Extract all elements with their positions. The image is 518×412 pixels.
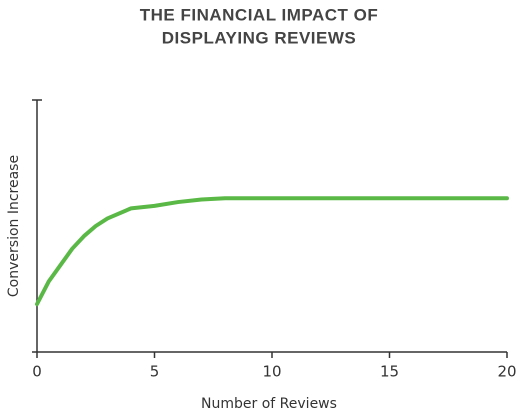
x-tick-label: 0 bbox=[32, 363, 42, 381]
x-tick-label: 5 bbox=[150, 363, 160, 381]
chart-title: THE FINANCIAL IMPACT OF bbox=[140, 5, 378, 24]
x-axis-label: Number of Reviews bbox=[201, 396, 337, 412]
y-axis-label: Conversion Increase bbox=[6, 155, 22, 297]
chart-title: DISPLAYING REVIEWS bbox=[162, 28, 356, 47]
x-tick-label: 20 bbox=[497, 363, 516, 381]
x-tick-label: 15 bbox=[380, 363, 399, 381]
x-tick-label: 10 bbox=[262, 363, 281, 381]
line bbox=[35, 196, 509, 307]
